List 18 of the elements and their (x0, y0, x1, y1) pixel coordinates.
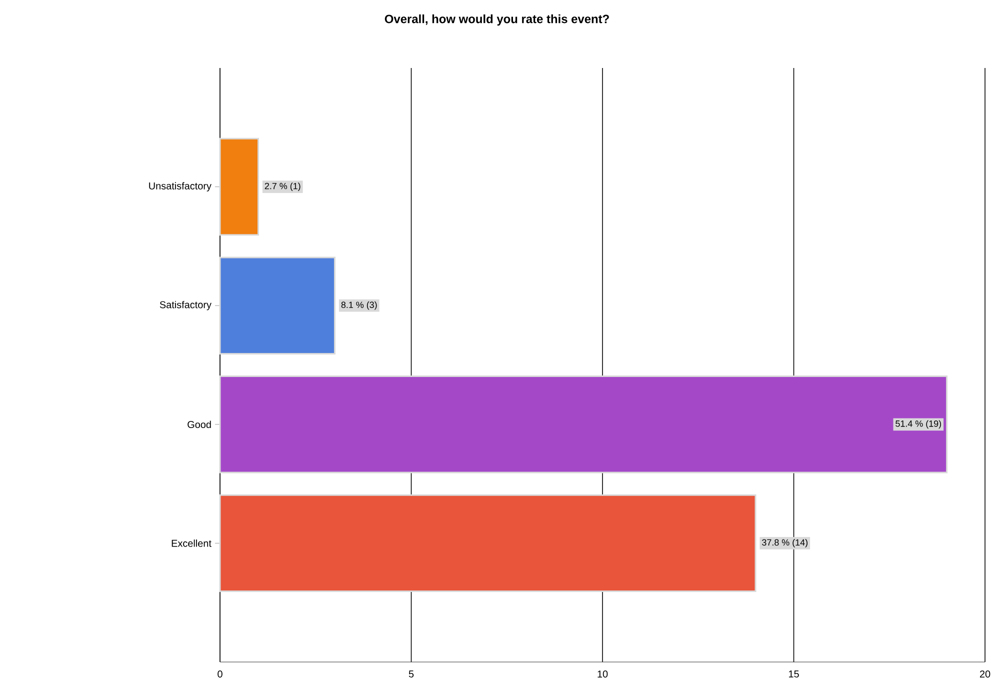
y-tick-label: Satisfactory (160, 300, 212, 310)
bar (219, 376, 948, 474)
y-tick-label: Excellent (172, 540, 212, 547)
y-tick-label: Unsatisfactory (149, 182, 212, 192)
bar (219, 494, 756, 592)
x-tick-label: 15 (788, 670, 799, 678)
data-label: 2.7 % (1) (264, 182, 300, 191)
data-label: 51.4 % (19) (896, 420, 942, 429)
y-tick-label: Good (188, 420, 211, 428)
data-label: 37.8 % (14) (762, 539, 808, 548)
bar (219, 256, 336, 354)
data-label: 8.1 % (3) (341, 301, 377, 310)
chart-title: Overall, how would you rate this event? (384, 14, 609, 26)
x-tick-label: 0 (218, 670, 222, 678)
x-tick-label: 5 (408, 670, 414, 678)
x-tick-label: 20 (980, 670, 990, 678)
bar (219, 138, 260, 236)
x-tick-label: 10 (598, 670, 608, 678)
